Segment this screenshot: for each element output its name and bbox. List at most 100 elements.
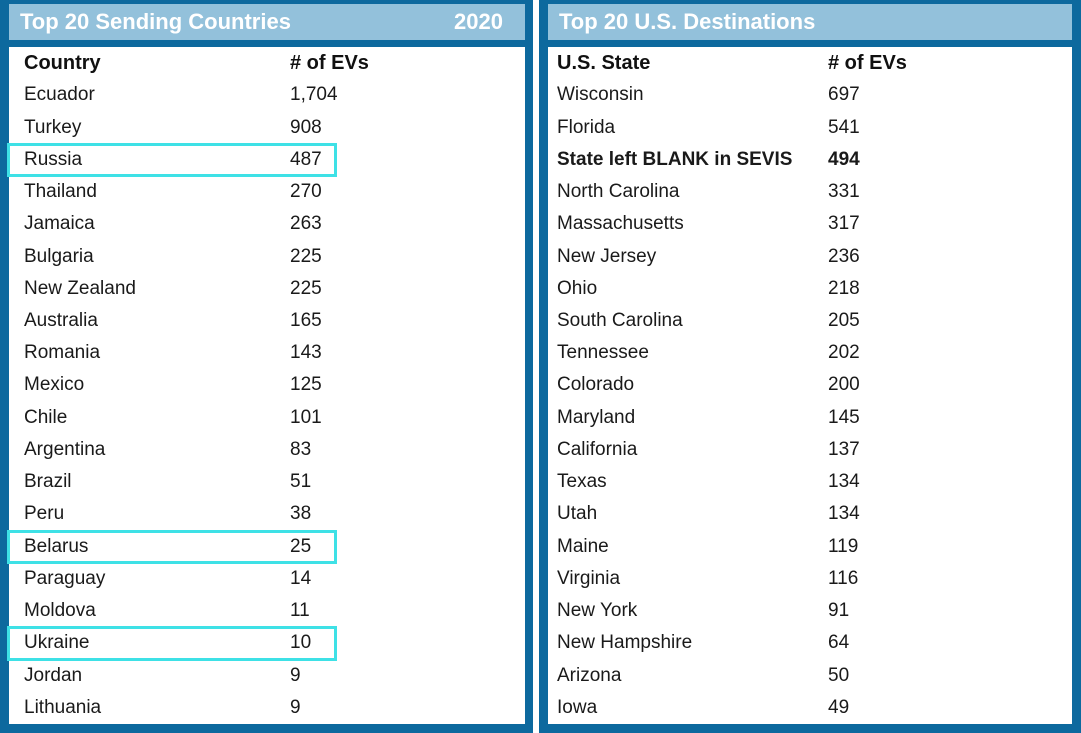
row-label: Mexico — [24, 374, 85, 396]
row-label: Thailand — [24, 181, 97, 203]
table-row: Australia 165 — [9, 305, 525, 337]
row-label: Ecuador — [24, 84, 95, 106]
row-value: 50 — [828, 664, 850, 686]
table-row: Jordan 9 — [9, 660, 525, 692]
row-value: 263 — [290, 213, 322, 235]
table-row: Chile 101 — [9, 402, 525, 434]
row-value: 64 — [828, 632, 850, 654]
row-value: 134 — [828, 471, 860, 493]
table-row: Jamaica 263 — [9, 208, 525, 240]
table-row: New Hampshire 64 — [548, 627, 1072, 659]
row-value: 1,704 — [290, 84, 338, 106]
row-label: Lithuania — [24, 696, 102, 718]
row-value: 225 — [290, 245, 322, 267]
sending-countries-table: Top 20 Sending Countries 2020 Country # … — [0, 0, 533, 733]
table-row: New Jersey 236 — [548, 240, 1072, 272]
table-row: Brazil 51 — [9, 466, 525, 498]
us-destinations-title: Top 20 U.S. Destinations — [559, 9, 816, 34]
sending-countries-header: Top 20 Sending Countries 2020 — [9, 4, 525, 47]
table-row: New York 91 — [548, 595, 1072, 627]
row-label: Moldova — [24, 600, 96, 622]
row-value: 137 — [828, 438, 860, 460]
evs-column-header: # of EVs — [828, 51, 907, 74]
table-row: Ecuador 1,704 — [9, 79, 525, 111]
sending-countries-title: Top 20 Sending Countries — [20, 9, 291, 34]
row-label: Florida — [557, 116, 616, 138]
country-column-header: Country — [24, 51, 101, 74]
row-value: 270 — [290, 181, 322, 203]
row-label: Turkey — [24, 116, 82, 138]
row-value: 83 — [290, 438, 312, 460]
table-row: Thailand 270 — [9, 176, 525, 208]
row-value: 9 — [290, 696, 301, 718]
row-label: Argentina — [24, 438, 106, 460]
table-row: Russia 487 — [7, 142, 525, 177]
us-destinations-table: Top 20 U.S. Destinations U.S. State # of… — [539, 0, 1081, 733]
row-value: 697 — [828, 84, 860, 106]
row-value: 101 — [290, 406, 322, 428]
row-value: 487 — [290, 148, 322, 170]
row-value: 91 — [828, 600, 850, 622]
row-value: 202 — [828, 342, 860, 364]
row-label: Colorado — [557, 374, 635, 396]
row-value: 49 — [828, 696, 850, 718]
row-label: Bulgaria — [24, 245, 94, 267]
row-label: Jamaica — [24, 213, 95, 235]
table-row: Turkey 908 — [9, 111, 525, 143]
table-row: Arizona 50 — [548, 660, 1072, 692]
table-row: Florida 541 — [548, 111, 1072, 143]
row-label: Maryland — [557, 406, 636, 428]
row-label: New Hampshire — [557, 632, 693, 654]
table-row: Wisconsin 697 — [548, 79, 1072, 111]
table-row: Argentina 83 — [9, 434, 525, 466]
row-value: 11 — [290, 600, 310, 622]
row-value: 205 — [828, 310, 860, 332]
us-destinations-body: U.S. State # of EVs Wisconsin 697 Florida 5… — [548, 47, 1072, 724]
table-row: Iowa 49 — [548, 692, 1072, 724]
table-row: State left BLANK in SEVIS 494 — [548, 144, 1072, 176]
row-value: 908 — [290, 116, 322, 138]
row-value: 10 — [290, 632, 312, 654]
row-value: 317 — [828, 213, 860, 235]
row-label: New Zealand — [24, 277, 136, 299]
row-label: Maine — [557, 535, 609, 557]
row-label: Wisconsin — [557, 84, 644, 106]
row-label: Ohio — [557, 277, 598, 299]
row-label: Romania — [24, 342, 101, 364]
row-label: Arizona — [557, 664, 622, 686]
table-row: South Carolina 205 — [548, 305, 1072, 337]
table-row: Maine 119 — [548, 531, 1072, 563]
table-row: Utah 134 — [548, 498, 1072, 530]
row-value: 143 — [290, 342, 322, 364]
row-value: 125 — [290, 374, 322, 396]
row-value: 145 — [828, 406, 860, 428]
state-column-header: U.S. State — [557, 51, 651, 74]
row-label: New Jersey — [557, 245, 657, 267]
row-value: 494 — [828, 148, 860, 170]
table-row: Moldova 11 — [9, 595, 525, 627]
table-row: New Zealand 225 — [9, 273, 525, 305]
row-value: 218 — [828, 277, 860, 299]
row-label: Ukraine — [24, 632, 90, 654]
table-row: Bulgaria 225 — [9, 240, 525, 272]
row-label: Jordan — [24, 664, 83, 686]
row-label: South Carolina — [557, 310, 683, 332]
row-value: 9 — [290, 664, 301, 686]
table-row: Peru 38 — [9, 498, 525, 530]
row-label: Virginia — [557, 567, 621, 589]
sending-countries-body: Country # of EVs Ecuador 1,704 Turkey 908 Ru… — [7, 47, 525, 724]
row-label: Peru — [24, 503, 65, 525]
row-label: Belarus — [24, 535, 89, 557]
row-value: 134 — [828, 503, 860, 525]
row-value: 25 — [290, 535, 312, 557]
table-row: Maryland 145 — [548, 402, 1072, 434]
row-value: 225 — [290, 277, 322, 299]
table-row: Colorado 200 — [548, 369, 1072, 401]
column-header-row: Country # of EVs — [9, 47, 525, 79]
row-value: 165 — [290, 310, 322, 332]
row-label: Paraguay — [24, 567, 106, 589]
table-row: Romania 143 — [9, 337, 525, 369]
table-row: Massachusetts 317 — [548, 208, 1072, 240]
table-row: Texas 134 — [548, 466, 1072, 498]
row-value: 331 — [828, 181, 860, 203]
